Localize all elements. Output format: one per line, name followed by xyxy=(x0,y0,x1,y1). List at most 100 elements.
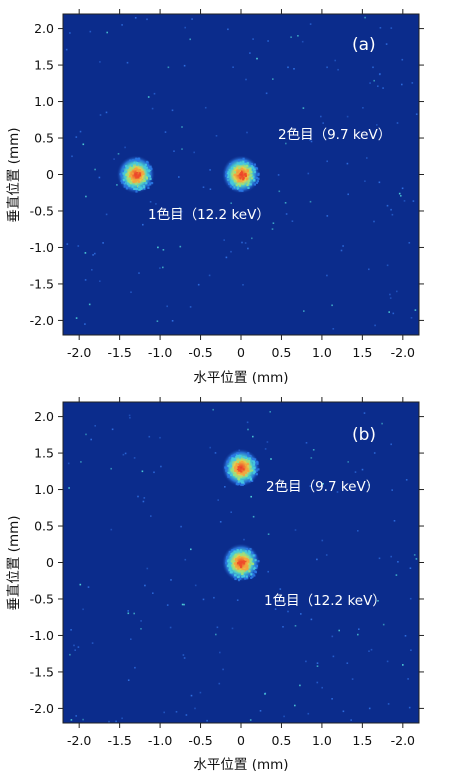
spot-pixel xyxy=(226,176,230,179)
noise-pixel xyxy=(142,500,145,503)
noise-pixel xyxy=(178,207,181,209)
noise-pixel xyxy=(331,635,334,638)
spot-pixel xyxy=(253,466,256,469)
noise-pixel xyxy=(159,436,161,439)
spot-layer xyxy=(222,448,260,582)
spot-pixel xyxy=(140,170,143,174)
spot-pixel xyxy=(229,562,233,565)
noise-pixel xyxy=(122,453,125,456)
noise-pixel xyxy=(82,143,85,146)
noise-pixel xyxy=(156,320,159,322)
spot-pixel xyxy=(234,550,237,553)
spot-pixel xyxy=(138,188,141,191)
spot-pixel xyxy=(137,174,141,177)
spot-pixel xyxy=(238,561,241,564)
noise-pixel xyxy=(316,662,319,664)
noise-pixel xyxy=(321,539,324,542)
noise-pixel xyxy=(391,213,394,216)
noise-pixel xyxy=(94,252,96,255)
spot-pixel xyxy=(145,176,148,179)
spot-pixel xyxy=(252,168,255,171)
spot-pixel xyxy=(234,577,237,581)
noise-pixel xyxy=(193,151,195,154)
noise-pixel xyxy=(309,139,311,141)
spot-pixel xyxy=(250,164,253,168)
spot-pixel xyxy=(256,462,259,465)
noise-pixel xyxy=(249,719,252,721)
spot-pixel xyxy=(245,563,248,566)
spot-pixel xyxy=(231,183,234,186)
spot-pixel xyxy=(253,179,256,182)
spot-pixel xyxy=(129,169,132,172)
noise-pixel xyxy=(90,438,92,441)
spot-pixel xyxy=(229,568,232,571)
noise-pixel xyxy=(130,291,132,293)
spot-pixel xyxy=(227,563,230,566)
spot-pixel xyxy=(240,481,244,484)
spot-pixel xyxy=(145,182,148,185)
noise-pixel xyxy=(155,203,157,205)
spot-pixel xyxy=(243,554,246,557)
noise-pixel xyxy=(116,184,118,186)
x-axis-label: 水平位置 (mm) xyxy=(193,370,288,386)
spot-pixel xyxy=(244,471,247,474)
noise-pixel xyxy=(236,599,239,601)
noise-pixel xyxy=(265,92,268,95)
spot-pixel xyxy=(252,460,255,463)
noise-pixel xyxy=(181,603,184,606)
spot-pixel xyxy=(229,463,232,467)
spot-pixel xyxy=(244,577,247,580)
noise-pixel xyxy=(366,157,368,159)
noise-pixel xyxy=(98,176,101,179)
noise-pixel xyxy=(121,24,123,26)
noise-pixel xyxy=(400,195,402,197)
spot-pixel xyxy=(121,181,124,184)
spot-pixel xyxy=(145,166,148,169)
noise-pixel xyxy=(82,608,84,611)
spot-pixel xyxy=(250,166,253,169)
spot-pixel xyxy=(239,161,242,164)
spot-pixel xyxy=(225,559,228,562)
spot-pixel xyxy=(228,168,231,172)
noise-pixel xyxy=(92,254,94,256)
noise-pixel xyxy=(190,548,192,551)
spot-pixel xyxy=(255,566,258,569)
panel-a: 2.0 1.5 1.0 0.5 0 -0.5 -1.0 -1.5 -2.0 -2.0 -1.5 -1… xyxy=(6,9,424,386)
noise-pixel xyxy=(80,461,82,463)
noise-pixel xyxy=(396,122,399,124)
noise-pixel xyxy=(230,202,232,204)
spot-pixel xyxy=(244,568,247,571)
noise-pixel xyxy=(377,85,379,87)
noise-pixel xyxy=(351,678,354,680)
noise-pixel xyxy=(108,720,110,723)
noise-pixel xyxy=(301,40,304,43)
y-axis-label: 垂直位置 (mm) xyxy=(6,515,22,610)
spot-pixel xyxy=(236,162,239,165)
spot-pixel xyxy=(242,157,245,160)
noise-pixel xyxy=(302,107,305,109)
spot-pixel xyxy=(250,477,253,480)
spot-pixel xyxy=(246,177,249,180)
spot-pixel xyxy=(241,173,244,176)
noise-pixel xyxy=(127,679,130,681)
spot-pixel xyxy=(246,469,249,472)
spot-pixel xyxy=(250,573,253,576)
noise-pixel xyxy=(368,484,370,486)
spot-pixel xyxy=(248,563,251,567)
spot-pixel xyxy=(242,570,245,573)
spot-pixel xyxy=(226,564,230,568)
spot-pixel xyxy=(242,176,245,179)
noise-pixel xyxy=(133,457,136,459)
spot-pixel xyxy=(226,172,230,175)
noise-pixel xyxy=(106,31,108,34)
noise-pixel xyxy=(357,530,359,532)
spot-pixel xyxy=(255,473,258,476)
noise-pixel xyxy=(326,160,328,163)
spot-pixel xyxy=(241,572,244,575)
y-tick-label: 0 xyxy=(46,555,54,570)
spot-pixel xyxy=(245,463,248,467)
spot-pixel xyxy=(232,548,236,551)
spot-pixel xyxy=(235,483,238,486)
spot-pixel xyxy=(246,556,249,559)
noise-pixel xyxy=(368,650,370,652)
